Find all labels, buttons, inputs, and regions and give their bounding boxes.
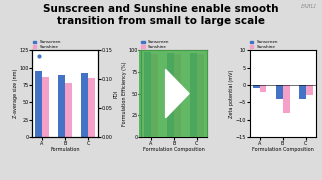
Bar [144, 52, 151, 137]
Bar [283, 85, 289, 113]
Bar [306, 85, 313, 95]
Point [89, 107, 94, 109]
Bar [299, 85, 306, 99]
X-axis label: Formulation Composition: Formulation Composition [252, 147, 314, 152]
Bar [42, 77, 49, 137]
Point [66, 84, 71, 86]
Bar [167, 53, 174, 137]
Text: Sunscreen and Sunshine enable smooth
transition from small to large scale: Sunscreen and Sunshine enable smooth tra… [43, 4, 279, 26]
Bar [253, 85, 260, 88]
Bar [88, 78, 95, 137]
Point [36, 55, 41, 58]
Polygon shape [166, 69, 189, 118]
Bar [276, 85, 283, 99]
Point [59, 78, 64, 81]
Y-axis label: PDI: PDI [114, 89, 119, 98]
Legend: Sunscreen, Sunshine: Sunscreen, Sunshine [32, 40, 61, 50]
Bar [81, 73, 88, 137]
X-axis label: Formulation Composition: Formulation Composition [143, 147, 205, 152]
Legend: Sunscreen, Sunshine: Sunscreen, Sunshine [141, 40, 170, 50]
Bar [174, 54, 181, 137]
Bar [151, 54, 158, 137]
Legend: Sunscreen, Sunshine: Sunscreen, Sunshine [250, 40, 279, 50]
Bar [260, 85, 267, 92]
Point [43, 101, 48, 104]
Bar [58, 75, 65, 137]
Text: EARLI: EARLI [300, 4, 316, 9]
Point [82, 78, 87, 81]
Bar [35, 71, 42, 137]
Bar [65, 83, 72, 137]
Y-axis label: Zeta potential (mV): Zeta potential (mV) [230, 69, 234, 118]
Bar [190, 53, 197, 137]
Y-axis label: Formulation Efficiency (%): Formulation Efficiency (%) [122, 61, 127, 126]
Y-axis label: Z-average size (nm): Z-average size (nm) [13, 69, 18, 118]
X-axis label: Formulation: Formulation [51, 147, 80, 152]
Bar [197, 54, 204, 137]
